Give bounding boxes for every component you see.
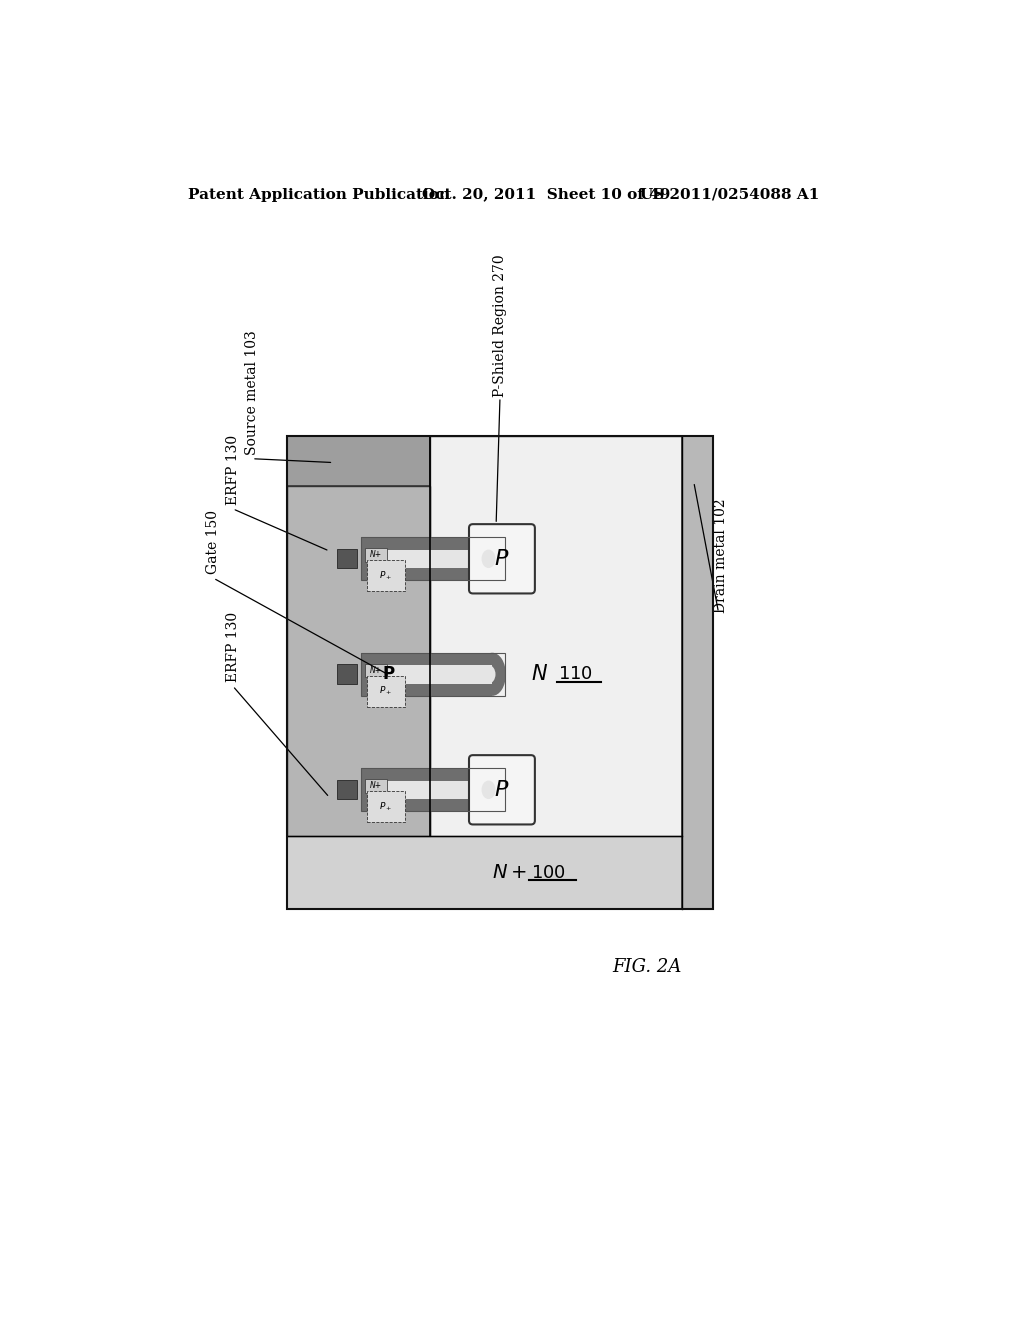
Text: $N$: $N$ — [531, 664, 548, 684]
Bar — [360, 653, 505, 696]
Bar — [360, 799, 493, 812]
Bar — [360, 684, 493, 696]
Bar — [360, 568, 493, 581]
Bar — [373, 665, 493, 684]
Text: ERFP 130: ERFP 130 — [225, 434, 240, 506]
Text: ERFP 130: ERFP 130 — [225, 612, 240, 682]
Bar — [287, 436, 713, 909]
Bar — [287, 486, 430, 836]
Ellipse shape — [478, 653, 506, 696]
Bar — [373, 780, 493, 799]
Text: US 2011/0254088 A1: US 2011/0254088 A1 — [640, 187, 819, 202]
Text: $P_+$: $P_+$ — [380, 569, 393, 582]
Text: $\mathit{110}$: $\mathit{110}$ — [558, 665, 593, 684]
Text: $N+$: $N+$ — [493, 863, 527, 882]
Bar — [360, 768, 373, 812]
Text: N+: N+ — [370, 550, 382, 560]
Ellipse shape — [478, 537, 506, 581]
Bar — [373, 549, 493, 568]
Bar — [360, 653, 373, 696]
Text: $P_+$: $P_+$ — [380, 800, 393, 813]
Text: $\mathbf{P}$: $\mathbf{P}$ — [382, 665, 395, 684]
Ellipse shape — [481, 780, 496, 799]
Bar — [430, 436, 682, 836]
Bar — [287, 436, 430, 486]
Bar — [337, 780, 356, 799]
Text: Source metal 103: Source metal 103 — [245, 330, 259, 455]
Text: Gate 150: Gate 150 — [206, 511, 220, 574]
Bar — [337, 549, 356, 568]
Bar — [287, 836, 713, 909]
Text: P-Shield Region 270: P-Shield Region 270 — [493, 255, 507, 397]
Bar — [360, 653, 493, 665]
Bar — [337, 664, 356, 684]
Text: $\mathit{P}$: $\mathit{P}$ — [495, 549, 510, 569]
Bar — [366, 548, 387, 562]
Text: Oct. 20, 2011  Sheet 10 of 49: Oct. 20, 2011 Sheet 10 of 49 — [423, 187, 671, 202]
Text: N+: N+ — [370, 667, 382, 675]
FancyBboxPatch shape — [469, 755, 535, 825]
Bar — [682, 436, 713, 909]
Bar — [367, 676, 406, 706]
Text: N+: N+ — [370, 781, 382, 791]
Ellipse shape — [481, 665, 496, 684]
FancyBboxPatch shape — [469, 524, 535, 594]
Bar — [366, 664, 387, 677]
Ellipse shape — [478, 768, 506, 812]
Text: $\mathit{P}$: $\mathit{P}$ — [495, 780, 510, 800]
Text: $P_+$: $P_+$ — [380, 685, 393, 697]
Text: Drain metal 102: Drain metal 102 — [714, 498, 728, 612]
Bar — [367, 561, 406, 591]
Bar — [360, 768, 505, 812]
Bar — [360, 537, 373, 581]
Bar — [360, 537, 505, 581]
Text: FIG. 2A: FIG. 2A — [612, 958, 682, 975]
Bar — [366, 779, 387, 793]
Bar — [360, 768, 493, 780]
Bar — [367, 792, 406, 822]
Bar — [360, 537, 493, 549]
Text: $\mathit{100}$: $\mathit{100}$ — [531, 863, 566, 882]
Text: Patent Application Publication: Patent Application Publication — [188, 187, 451, 202]
Ellipse shape — [481, 549, 496, 568]
